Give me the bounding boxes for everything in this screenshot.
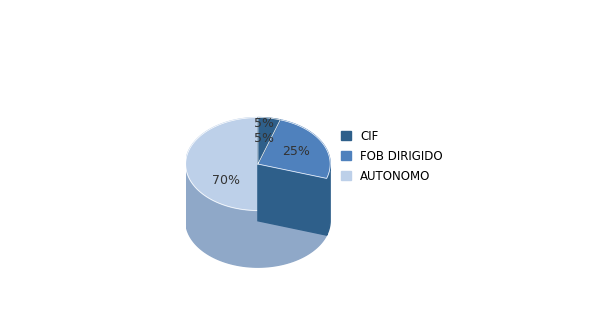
Polygon shape: [258, 164, 327, 235]
Text: 5%: 5%: [254, 117, 274, 130]
Polygon shape: [258, 120, 330, 178]
Text: 25%: 25%: [282, 145, 311, 158]
Polygon shape: [185, 118, 327, 210]
Text: 5%: 5%: [254, 132, 274, 145]
Legend: CIF, FOB DIRIGIDO, AUTONOMO: CIF, FOB DIRIGIDO, AUTONOMO: [341, 130, 443, 183]
Polygon shape: [258, 118, 280, 164]
Polygon shape: [258, 164, 327, 235]
Text: 70%: 70%: [212, 174, 240, 187]
Polygon shape: [327, 164, 330, 235]
Polygon shape: [185, 165, 327, 267]
